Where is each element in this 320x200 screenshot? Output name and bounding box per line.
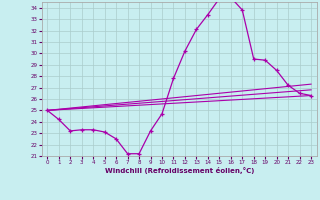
X-axis label: Windchill (Refroidissement éolien,°C): Windchill (Refroidissement éolien,°C) (105, 167, 254, 174)
